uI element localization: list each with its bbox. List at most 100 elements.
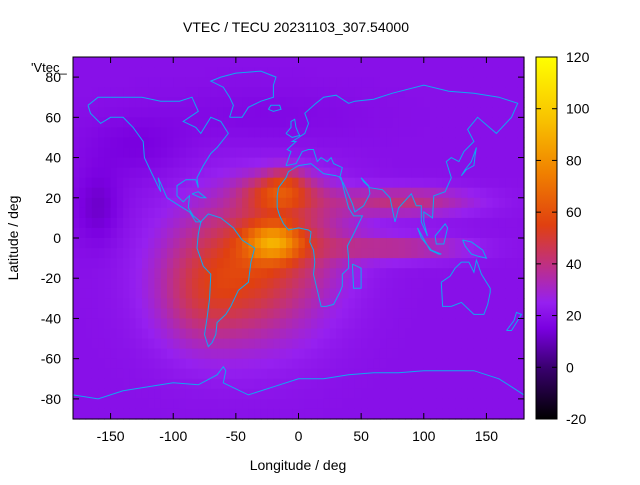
heat-cell [398,258,406,269]
heat-cell [342,207,350,219]
heat-cell [392,348,400,360]
heat-cell [154,227,162,239]
heat-cell [392,137,400,149]
heat-cell [160,408,168,420]
heat-cell [129,338,137,350]
heat-cell [323,67,331,78]
heat-cell [104,227,112,239]
heat-cell [430,167,437,179]
heat-cell [298,67,306,78]
heat-cell [430,97,437,108]
heat-cell [73,348,80,360]
heat-cell [91,248,99,259]
heat-cell [123,147,130,159]
heat-cell [480,217,488,229]
heat-cell [235,268,243,279]
heat-cell [486,358,494,370]
heat-cell [379,238,387,249]
heat-cell [367,167,375,179]
heat-cell [154,217,162,229]
heat-cell [373,368,381,380]
heat-cell [492,318,500,330]
heat-cell [517,127,525,139]
heat-cell [248,127,256,139]
heat-cell [167,187,174,199]
heat-cell [160,227,168,239]
heat-cell [329,358,337,370]
heat-cell [511,107,519,118]
heat-cell [317,268,325,279]
heat-cell [185,177,193,189]
heat-cell [436,87,444,98]
heat-cell [85,187,93,199]
heat-cell [279,408,287,420]
heat-cell [467,268,475,279]
heat-cell [354,67,362,78]
heat-cell [173,398,181,410]
heat-cell [173,177,181,189]
heat-cell [405,87,412,98]
heat-cell [498,227,506,239]
heat-cell [267,268,275,279]
heat-cell [242,238,249,249]
heat-cell [505,358,513,370]
heat-cell [448,197,456,209]
heat-cell [342,328,350,340]
heat-cell [254,378,262,390]
heat-cell [148,117,156,128]
heat-cell [298,398,306,410]
heat-cell [492,238,500,249]
heat-cell [486,67,494,78]
heat-cell [217,157,224,169]
heat-cell [361,268,368,279]
heat-cell [185,258,193,269]
heat-cell [141,147,149,159]
heat-cell [329,137,337,149]
heat-cell [342,197,350,209]
heat-cell [492,248,500,259]
heat-cell [185,358,193,370]
heat-cell [148,57,156,68]
heat-cell [511,187,519,199]
heat-cell [273,308,281,320]
heat-cell [448,207,456,219]
heat-cell [461,288,469,299]
heat-cell [379,368,387,380]
heat-cell [317,67,325,78]
x-tick-label: -50 [226,428,246,444]
heat-cell [442,177,450,189]
heat-cell [511,197,519,209]
heat-cell [398,107,406,118]
heat-cell [229,137,237,149]
heat-cell [179,217,187,229]
heat-cell [354,127,362,139]
heat-cell [311,298,318,309]
heat-cell [229,77,237,88]
heat-cell [85,318,93,330]
heat-cell [492,298,500,309]
heat-cell [148,107,156,118]
heat-cell [179,227,187,239]
heat-cell [379,378,387,390]
heat-cell [79,87,87,98]
heat-cell [492,398,500,410]
heat-cell [298,408,306,420]
heat-cell [348,288,356,299]
heat-cell [279,97,287,108]
heat-cell [455,358,462,370]
heat-cell [498,207,506,219]
heat-cell [279,87,287,98]
heat-cell [436,308,444,320]
heat-cell [373,258,381,269]
heat-cell [279,288,287,299]
heat-cell [79,67,87,78]
heat-cell [411,368,419,380]
heat-cell [336,278,343,289]
heat-cell [442,217,450,229]
heat-cell [461,348,469,360]
heat-cell [141,408,149,420]
heat-cell [398,388,406,400]
heat-cell [423,258,431,269]
heat-cell [85,258,93,269]
heat-cell [448,227,456,239]
